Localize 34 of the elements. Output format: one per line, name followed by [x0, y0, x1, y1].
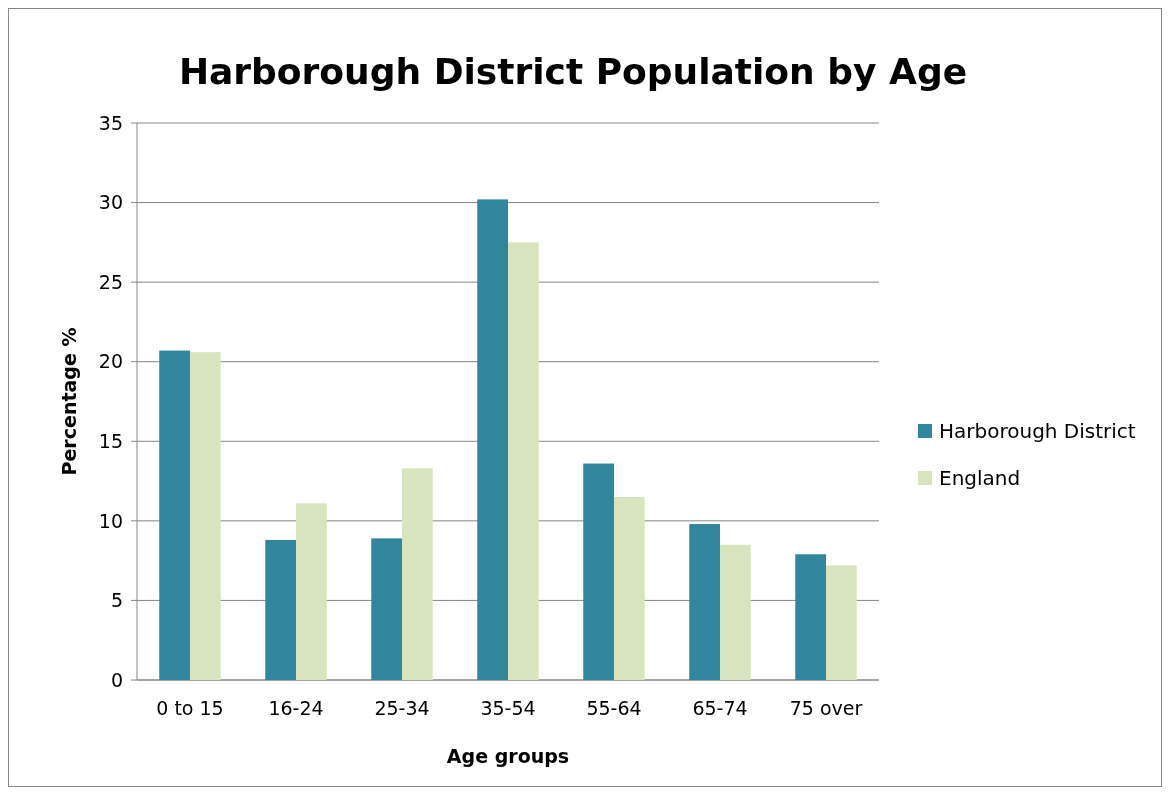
bar [795, 554, 826, 680]
y-axis-title: Percentage % [58, 327, 80, 476]
bar [265, 539, 296, 680]
legend-label: England [939, 466, 1021, 490]
bar [371, 538, 402, 680]
chart-title: Harborough District Population by Age [178, 51, 968, 92]
x-tick-label: 25-34 [374, 697, 430, 719]
bar [402, 468, 433, 680]
bar [190, 352, 221, 680]
x-tick-label: 55-64 [586, 697, 642, 719]
x-tick-label: 65-74 [692, 697, 748, 719]
y-tick-label: 10 [98, 509, 123, 532]
bar [826, 565, 857, 680]
y-tick-label: 30 [98, 191, 123, 214]
x-tick-label: 16-24 [268, 697, 324, 719]
y-tick-label: 0 [110, 668, 123, 691]
y-tick-label: 35 [98, 111, 123, 134]
x-tick-label: 0 to 15 [156, 697, 224, 719]
bar [508, 242, 539, 680]
bar [614, 496, 645, 680]
x-tick-label: 35-54 [480, 697, 536, 719]
bar [583, 463, 614, 680]
bar [689, 524, 720, 680]
x-tick-label: 75 over [789, 697, 863, 719]
y-tick-label: 5 [110, 589, 123, 612]
bar [159, 350, 190, 680]
y-tick-label: 25 [98, 270, 123, 293]
legend-label: Harborough District [939, 419, 1136, 443]
x-axis-title: Age groups [446, 745, 570, 767]
y-tick-label: 15 [98, 429, 123, 452]
bar [720, 544, 751, 680]
y-tick-label: 20 [98, 350, 123, 373]
bar [477, 199, 508, 680]
bar [296, 503, 327, 680]
